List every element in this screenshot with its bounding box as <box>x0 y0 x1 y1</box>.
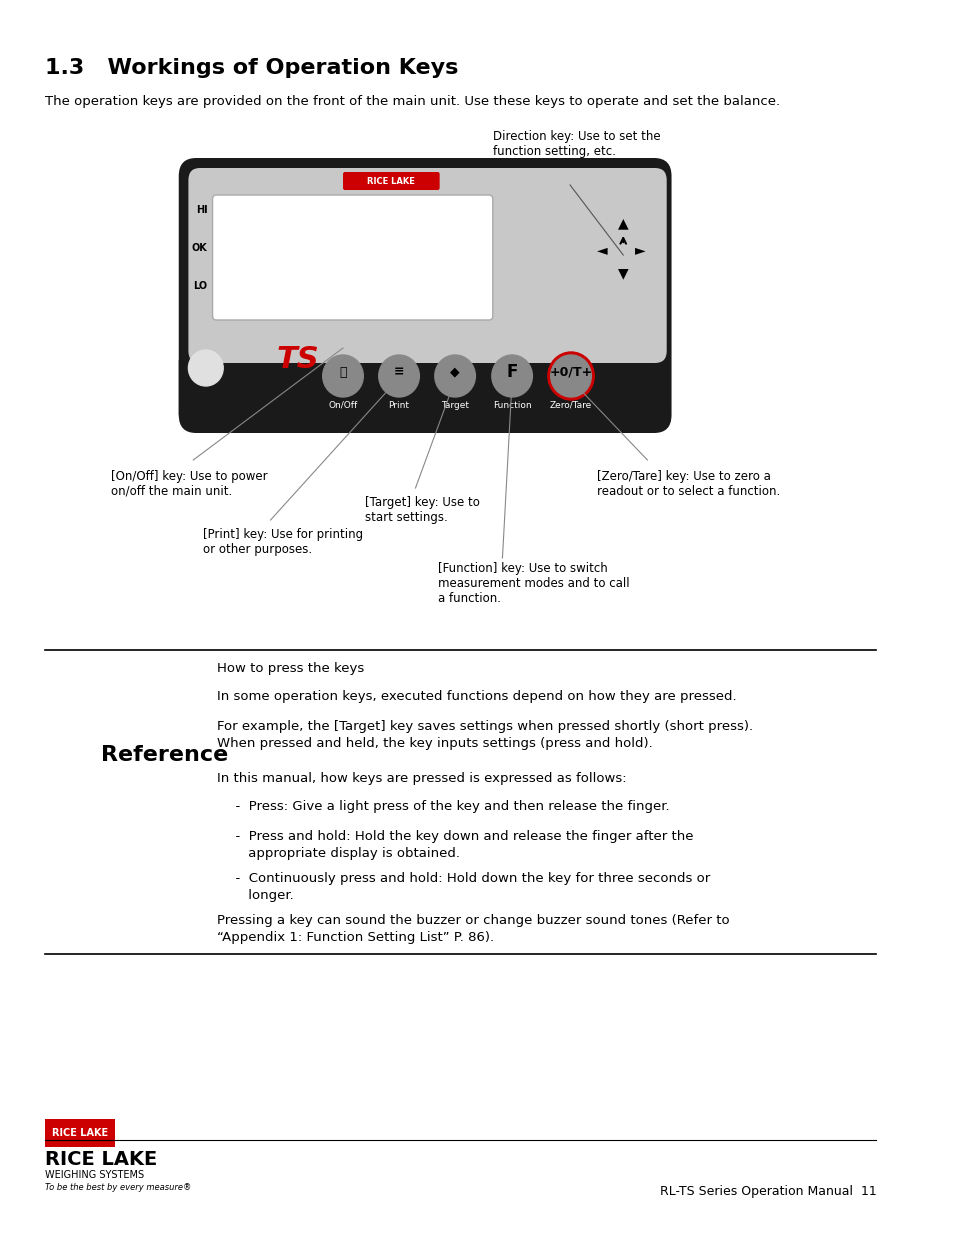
Text: On/Off: On/Off <box>328 401 357 410</box>
Text: Direction key: Use to set the
function setting, etc.: Direction key: Use to set the function s… <box>493 130 659 158</box>
Text: WEIGHING SYSTEMS: WEIGHING SYSTEMS <box>46 1170 145 1179</box>
Text: [Function] key: Use to switch
measurement modes and to call
a function.: [Function] key: Use to switch measuremen… <box>437 562 629 605</box>
FancyBboxPatch shape <box>189 168 666 363</box>
Text: Target: Target <box>440 401 469 410</box>
Text: ≡: ≡ <box>394 366 404 378</box>
Text: -  Press: Give a light press of the key and then release the finger.: - Press: Give a light press of the key a… <box>227 800 669 813</box>
Circle shape <box>189 350 223 387</box>
Text: [Print] key: Use for printing
or other purposes.: [Print] key: Use for printing or other p… <box>203 529 363 556</box>
Text: RL-TS Series Operation Manual  11: RL-TS Series Operation Manual 11 <box>659 1186 876 1198</box>
Bar <box>46 1119 115 1147</box>
Text: RICE LAKE: RICE LAKE <box>52 1128 108 1137</box>
Text: In this manual, how keys are pressed is expressed as follows:: In this manual, how keys are pressed is … <box>217 772 626 785</box>
Circle shape <box>492 354 532 396</box>
Text: ◆: ◆ <box>450 366 459 378</box>
Text: LO: LO <box>193 282 208 291</box>
Text: [Target] key: Use to
start settings.: [Target] key: Use to start settings. <box>365 496 479 524</box>
Text: ▼: ▼ <box>618 266 628 280</box>
Text: How to press the keys: How to press the keys <box>217 662 364 676</box>
Text: HI: HI <box>196 205 208 215</box>
Circle shape <box>550 354 591 396</box>
Text: For example, the [Target] key saves settings when pressed shortly (short press).: For example, the [Target] key saves sett… <box>217 720 753 750</box>
Text: The operation keys are provided on the front of the main unit. Use these keys to: The operation keys are provided on the f… <box>46 95 780 107</box>
FancyBboxPatch shape <box>213 195 493 320</box>
Text: RICE LAKE: RICE LAKE <box>46 1150 157 1170</box>
Text: RICE LAKE: RICE LAKE <box>367 177 415 185</box>
Text: [Zero/Tare] key: Use to zero a
readout or to select a function.: [Zero/Tare] key: Use to zero a readout o… <box>597 471 780 498</box>
Text: ◄: ◄ <box>596 243 607 257</box>
Circle shape <box>547 352 594 400</box>
Text: +0/T+: +0/T+ <box>549 366 592 378</box>
Text: ⏻: ⏻ <box>339 366 346 378</box>
FancyBboxPatch shape <box>178 158 671 433</box>
Text: [On/Off] key: Use to power
on/off the main unit.: [On/Off] key: Use to power on/off the ma… <box>111 471 268 498</box>
Text: Function: Function <box>493 401 531 410</box>
Text: TS: TS <box>276 346 318 374</box>
Text: To be the best by every measure®: To be the best by every measure® <box>46 1183 192 1192</box>
Text: ▲: ▲ <box>618 216 628 230</box>
FancyBboxPatch shape <box>343 172 439 190</box>
Text: Zero/Tare: Zero/Tare <box>549 401 592 410</box>
Text: In some operation keys, executed functions depend on how they are pressed.: In some operation keys, executed functio… <box>217 690 737 703</box>
Polygon shape <box>178 359 299 430</box>
Circle shape <box>322 354 363 396</box>
Text: OK: OK <box>192 243 208 253</box>
Text: F: F <box>506 363 517 382</box>
Text: ►: ► <box>635 243 645 257</box>
Text: -  Continuously press and hold: Hold down the key for three seconds or
     long: - Continuously press and hold: Hold down… <box>227 872 710 902</box>
Text: -  Press and hold: Hold the key down and release the finger after the
     appro: - Press and hold: Hold the key down and … <box>227 830 693 860</box>
Text: Reference: Reference <box>101 745 229 764</box>
Text: Pressing a key can sound the buzzer or change buzzer sound tones (Refer to
“Appe: Pressing a key can sound the buzzer or c… <box>217 914 729 944</box>
Circle shape <box>435 354 475 396</box>
Text: Print: Print <box>388 401 409 410</box>
Text: 1.3   Workings of Operation Keys: 1.3 Workings of Operation Keys <box>46 58 458 78</box>
Circle shape <box>378 354 419 396</box>
